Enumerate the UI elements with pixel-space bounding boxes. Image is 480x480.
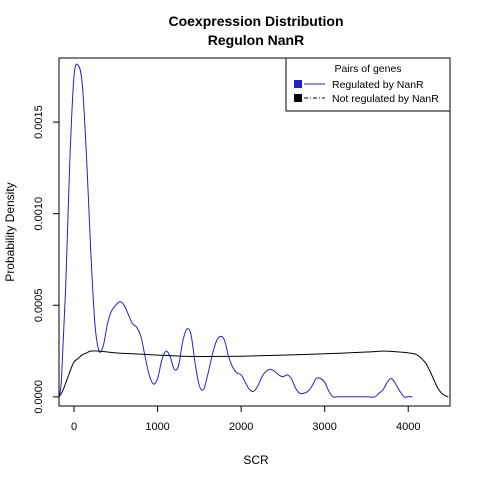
- x-tick-label: 3000: [312, 421, 336, 433]
- y-tick-label: 0.0000: [33, 380, 45, 414]
- chart-subtitle: Regulon NanR: [208, 32, 304, 48]
- y-tick-label: 0.0010: [33, 197, 45, 231]
- x-tick-label: 2000: [229, 421, 253, 433]
- series-line-regulated: [58, 63, 413, 398]
- series-line-not-regulated: [58, 350, 449, 398]
- plot-frame: [58, 57, 451, 407]
- legend-swatch-regulated: [294, 80, 302, 88]
- x-tick-label: 1000: [145, 421, 169, 433]
- series-layer: [58, 63, 449, 398]
- x-tick-label: 4000: [396, 421, 420, 433]
- chart-title: Coexpression Distribution: [168, 13, 343, 29]
- legend-swatch-not-regulated: [294, 94, 302, 102]
- x-axis-label: SCR: [243, 453, 269, 467]
- x-tick-label: 0: [71, 421, 77, 433]
- y-tick-label: 0.0015: [33, 105, 45, 139]
- legend: Pairs of genes Regulated by NanR Not reg…: [285, 57, 451, 112]
- y-axis: 0.0000 0.0005 0.0010 0.0015: [33, 105, 59, 414]
- x-axis: 0 1000 2000 3000 4000: [71, 406, 420, 433]
- y-axis-label: Probability Density: [3, 182, 17, 281]
- legend-label-not-regulated: Not regulated by NanR: [332, 93, 439, 105]
- legend-label-regulated: Regulated by NanR: [332, 79, 424, 91]
- legend-title: Pairs of genes: [334, 63, 401, 75]
- legend-box: [285, 57, 451, 112]
- y-tick-label: 0.0005: [33, 288, 45, 322]
